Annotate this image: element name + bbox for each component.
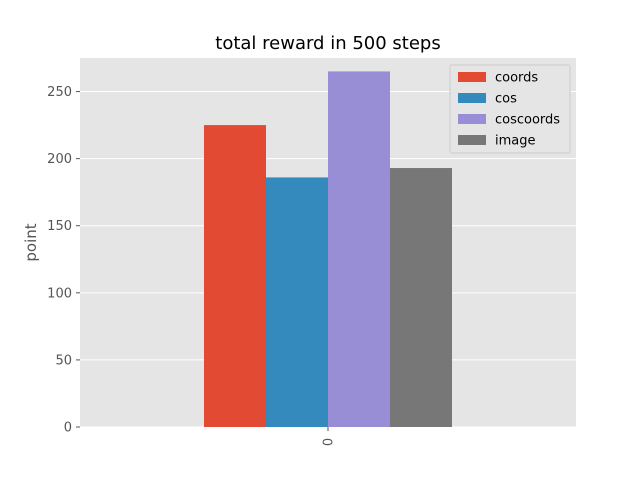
y-tick-label: 200 bbox=[47, 152, 72, 167]
legend-swatch-coords bbox=[458, 72, 486, 82]
legend: coords cos coscoords image bbox=[449, 64, 571, 154]
x-axis-ticks: 0 bbox=[322, 427, 337, 446]
y-tick-label: 100 bbox=[47, 286, 72, 301]
y-tick-label: 0 bbox=[64, 421, 72, 436]
y-axis-label: point bbox=[22, 223, 40, 261]
bar-cos bbox=[266, 177, 328, 427]
bar-image bbox=[390, 168, 452, 427]
chart-title: total reward in 500 steps bbox=[215, 33, 440, 54]
legend-label-image: image bbox=[495, 134, 536, 149]
legend-label-cos: cos bbox=[495, 92, 517, 107]
legend-swatch-cos bbox=[458, 93, 486, 103]
legend-label-coscoords: coscoords bbox=[495, 113, 560, 128]
legend-swatch-coscoords bbox=[458, 114, 486, 124]
y-tick-label: 150 bbox=[47, 219, 72, 234]
legend-swatch-image bbox=[458, 135, 486, 145]
legend-box bbox=[449, 64, 571, 154]
x-tick-label: 0 bbox=[322, 438, 337, 446]
y-tick-label: 250 bbox=[47, 85, 72, 100]
bars bbox=[204, 71, 452, 427]
bar-coords bbox=[204, 125, 266, 427]
y-axis-ticks: 0 50 100 150 200 250 bbox=[47, 85, 80, 436]
legend-label-coords: coords bbox=[495, 71, 538, 86]
bar-coscoords bbox=[328, 71, 390, 427]
y-tick-label: 50 bbox=[55, 353, 72, 368]
